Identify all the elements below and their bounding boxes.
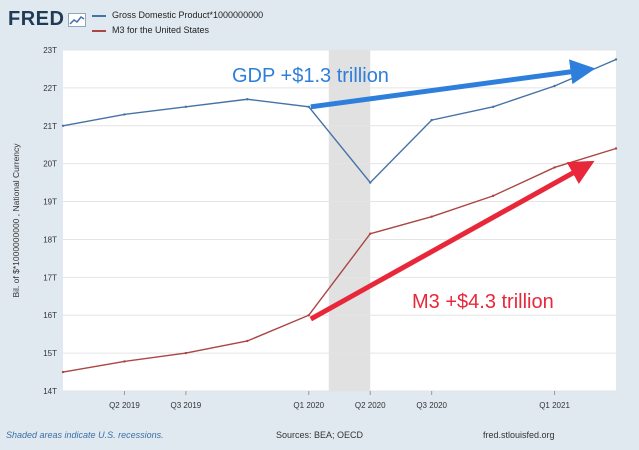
recession-band bbox=[328, 50, 371, 391]
x-tick-label: Q2 2019 bbox=[109, 401, 140, 410]
legend-label-gdp: Gross Domestic Product*1000000000 bbox=[112, 10, 264, 20]
data-point-series-0 bbox=[614, 58, 618, 61]
y-tick-label: 21T bbox=[43, 122, 57, 131]
y-tick-label: 14T bbox=[43, 387, 57, 396]
data-point-series-0 bbox=[553, 84, 556, 88]
data-point-series-1 bbox=[430, 215, 433, 218]
legend-swatch-m3 bbox=[92, 29, 106, 32]
y-tick-label: 20T bbox=[43, 160, 57, 169]
x-tick-label: Q2 2020 bbox=[355, 401, 386, 410]
x-tick-label: Q1 2020 bbox=[293, 401, 324, 410]
site-link[interactable]: fred.stlouisfed.org bbox=[483, 430, 555, 440]
footer: Shaded areas indicate U.S. recessions. S… bbox=[0, 430, 639, 446]
y-tick-label: 17T bbox=[43, 273, 57, 282]
y-axis-label: Bil. of $*1000000000 , National Currency bbox=[11, 143, 21, 298]
data-point-series-1 bbox=[369, 232, 372, 235]
y-tick-label: 23T bbox=[43, 46, 57, 55]
series-line-1 bbox=[62, 147, 617, 373]
data-point-series-0 bbox=[184, 105, 188, 109]
data-point-series-0 bbox=[61, 124, 65, 127]
y-tick-label: 15T bbox=[43, 349, 57, 358]
annotation-arrow bbox=[309, 160, 595, 322]
annotation-label: GDP +$1.3 trillion bbox=[232, 65, 389, 87]
y-tick-label: 19T bbox=[43, 198, 57, 207]
data-point-series-0 bbox=[430, 118, 433, 122]
legend: Gross Domestic Product*1000000000 M3 for… bbox=[92, 8, 263, 38]
series-line-0 bbox=[62, 58, 617, 184]
x-tick-label: Q3 2019 bbox=[171, 401, 202, 410]
data-point-series-1 bbox=[123, 360, 126, 363]
y-tick-label: 18T bbox=[43, 235, 57, 244]
data-point-series-0 bbox=[307, 105, 310, 109]
data-point-series-0 bbox=[491, 105, 495, 109]
y-tick-label: 22T bbox=[43, 84, 57, 93]
data-point-series-1 bbox=[184, 351, 188, 355]
recession-note: Shaded areas indicate U.S. recessions. bbox=[6, 430, 164, 440]
fred-logo[interactable]: FRED bbox=[8, 8, 65, 30]
annotation-label: M3 +$4.3 trillion bbox=[412, 291, 554, 313]
data-point-series-1 bbox=[553, 166, 556, 169]
x-tick-label: Q3 2020 bbox=[416, 401, 447, 410]
y-tick-label: 16T bbox=[43, 311, 57, 320]
legend-label-m3: M3 for the United States bbox=[112, 25, 210, 35]
data-point-series-1 bbox=[307, 314, 310, 317]
data-point-series-0 bbox=[369, 181, 372, 184]
legend-item-gdp[interactable]: Gross Domestic Product*1000000000 bbox=[92, 8, 263, 23]
data-point-series-0 bbox=[123, 113, 126, 116]
data-point-series-1 bbox=[61, 370, 65, 374]
legend-swatch-gdp bbox=[92, 14, 106, 17]
data-point-series-0 bbox=[246, 98, 249, 101]
chart-line-icon bbox=[68, 13, 86, 27]
data-point-series-1 bbox=[246, 339, 249, 343]
sources-text: Sources: BEA; OECD bbox=[276, 430, 364, 440]
annotation-arrow bbox=[310, 59, 596, 110]
legend-item-m3[interactable]: M3 for the United States bbox=[92, 23, 263, 38]
data-point-series-1 bbox=[491, 194, 495, 198]
data-point-series-1 bbox=[614, 147, 618, 150]
x-tick-label: Q1 2021 bbox=[539, 401, 570, 410]
